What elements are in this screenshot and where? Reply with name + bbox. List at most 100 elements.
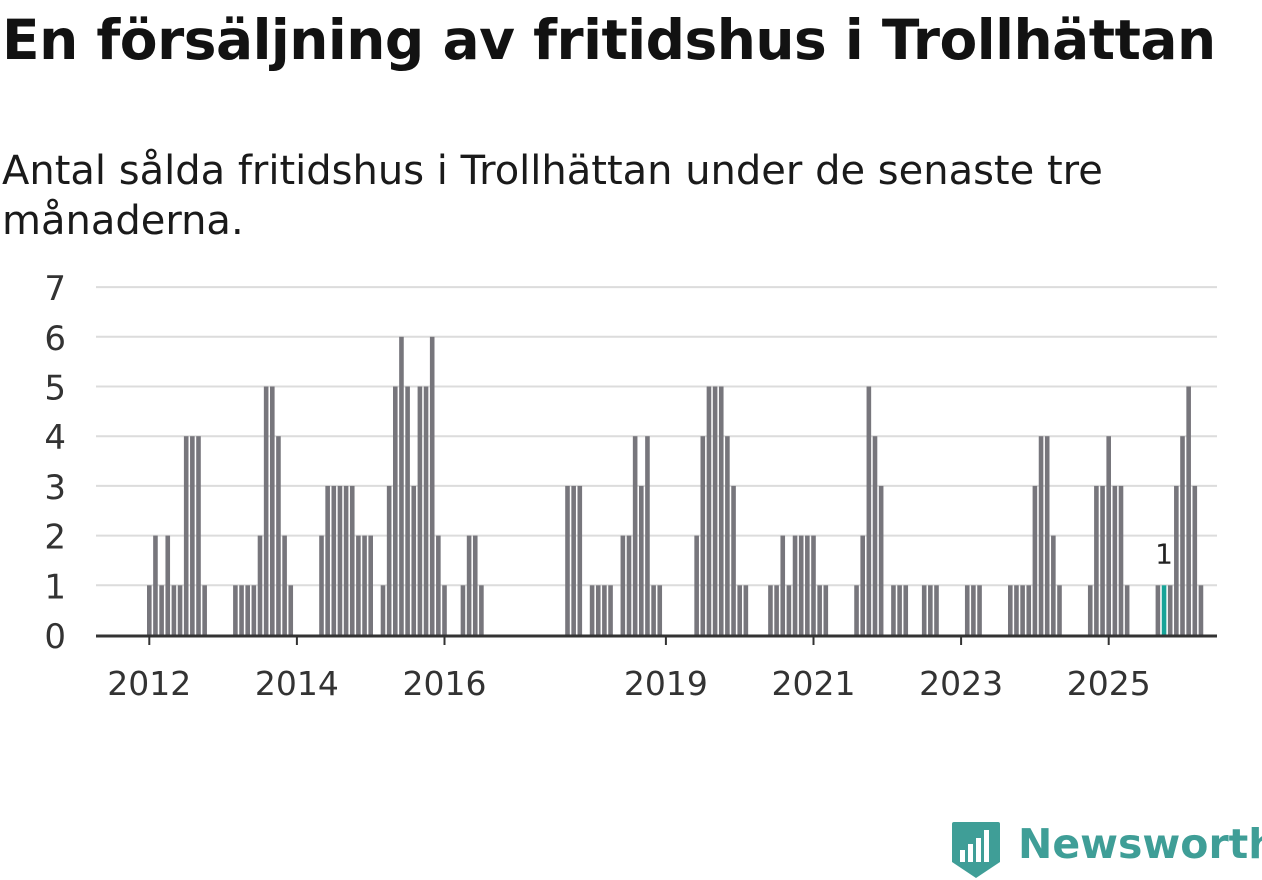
bar [1100,485,1105,635]
bar [251,585,257,635]
bar [589,585,595,635]
bar [239,585,244,635]
bar [718,386,724,635]
bar [159,585,164,635]
bar [725,436,730,635]
bar [897,585,902,635]
bar [429,336,435,635]
bar [805,535,810,635]
bar [1198,585,1204,635]
bar [921,585,927,635]
bar [817,585,822,635]
bar [712,386,718,635]
bar [263,386,269,635]
bar [811,535,816,635]
bar [1032,485,1038,635]
bar [288,585,294,635]
bar [786,585,792,635]
bar [964,585,970,635]
bar [1051,535,1056,635]
bar [1167,585,1173,635]
chart-subtitle: Antal sålda fritidshus i Trollhättan und… [2,148,1103,244]
y-tick-label: 4 [44,418,66,458]
y-tick-label: 1 [44,567,66,607]
bar [436,535,441,635]
bar [694,535,699,635]
chart-title: En försäljning av fritidshus i Trollhätt… [2,8,1216,72]
bar [319,535,324,635]
x-tick-label: 2025 [1067,664,1151,703]
highlight-label: 1 [1155,537,1173,570]
bar [1008,585,1013,635]
bar [602,585,607,635]
bar [331,485,337,635]
bar [153,535,158,635]
bar [891,585,896,635]
bar [233,585,238,635]
x-tick-label: 2023 [919,664,1003,703]
bar [608,585,613,635]
y-tick-label: 6 [44,319,66,359]
bar [257,535,263,635]
bar [645,436,650,635]
bar [479,585,484,635]
bar [657,585,663,635]
bar [626,535,632,635]
bar [356,535,361,635]
bar [792,535,798,635]
bar [768,585,773,635]
bar [1124,585,1130,635]
bar [399,336,404,635]
bar [639,485,644,635]
bar [393,386,398,635]
y-tick-label: 5 [44,369,66,409]
x-tick-label: 2021 [772,664,856,703]
bar [177,585,183,635]
bar [472,535,478,635]
bar [1014,585,1019,635]
highlight-bar [1161,585,1167,635]
bar [577,485,583,635]
bar [1087,585,1093,635]
bar [774,585,779,635]
bar [343,485,349,635]
bar [202,585,207,635]
bar [737,585,742,635]
bar [337,485,343,635]
bar [460,585,466,635]
bar [798,535,804,635]
bar [349,485,355,635]
bar [866,386,872,635]
bar [411,485,417,635]
bar [706,386,712,635]
bar [442,585,447,635]
bar [934,585,939,635]
bar [1020,585,1025,635]
bar [1038,436,1044,635]
bar [276,436,281,635]
bar [860,535,865,635]
bar [386,485,392,635]
bar [1112,485,1118,635]
bar [595,585,601,635]
bar [368,535,373,635]
bar [878,485,884,635]
x-tick-label: 2016 [403,664,487,703]
y-tick-label: 2 [44,518,66,558]
newsworthy-logo-icon [952,822,1000,878]
bar [928,585,933,635]
y-tick-label: 0 [44,617,66,657]
x-tick-label: 2014 [255,664,339,703]
bar [270,386,275,635]
bar [565,485,570,635]
bar [165,535,171,635]
bar [731,485,736,635]
brand-name: Newsworthy [1018,820,1262,868]
bar [1180,436,1185,635]
bar [1192,485,1198,635]
bar [700,436,706,635]
bar [183,436,189,635]
bar [171,585,177,635]
bar [1094,485,1099,635]
bar [1155,585,1161,635]
